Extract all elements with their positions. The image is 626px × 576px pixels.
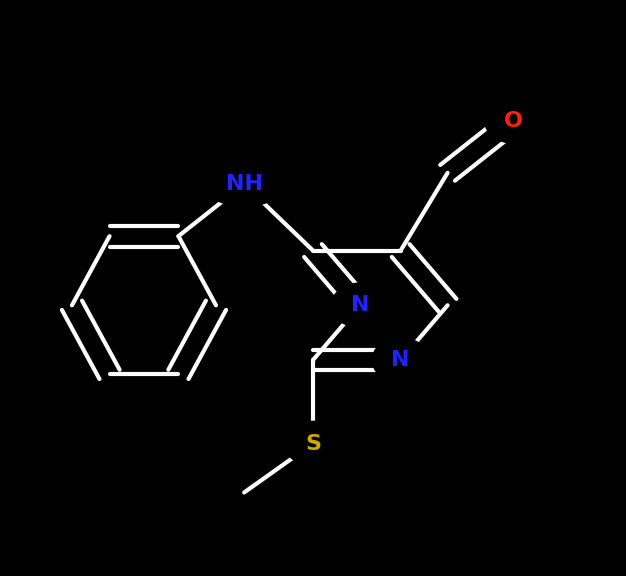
Text: N: N — [391, 350, 410, 370]
Text: S: S — [305, 434, 321, 453]
Ellipse shape — [205, 162, 284, 207]
Ellipse shape — [284, 422, 342, 465]
Ellipse shape — [372, 338, 429, 382]
Text: N: N — [351, 295, 369, 315]
Text: NH: NH — [225, 175, 263, 194]
Ellipse shape — [332, 283, 388, 327]
Ellipse shape — [485, 99, 541, 143]
Text: O: O — [504, 111, 523, 131]
